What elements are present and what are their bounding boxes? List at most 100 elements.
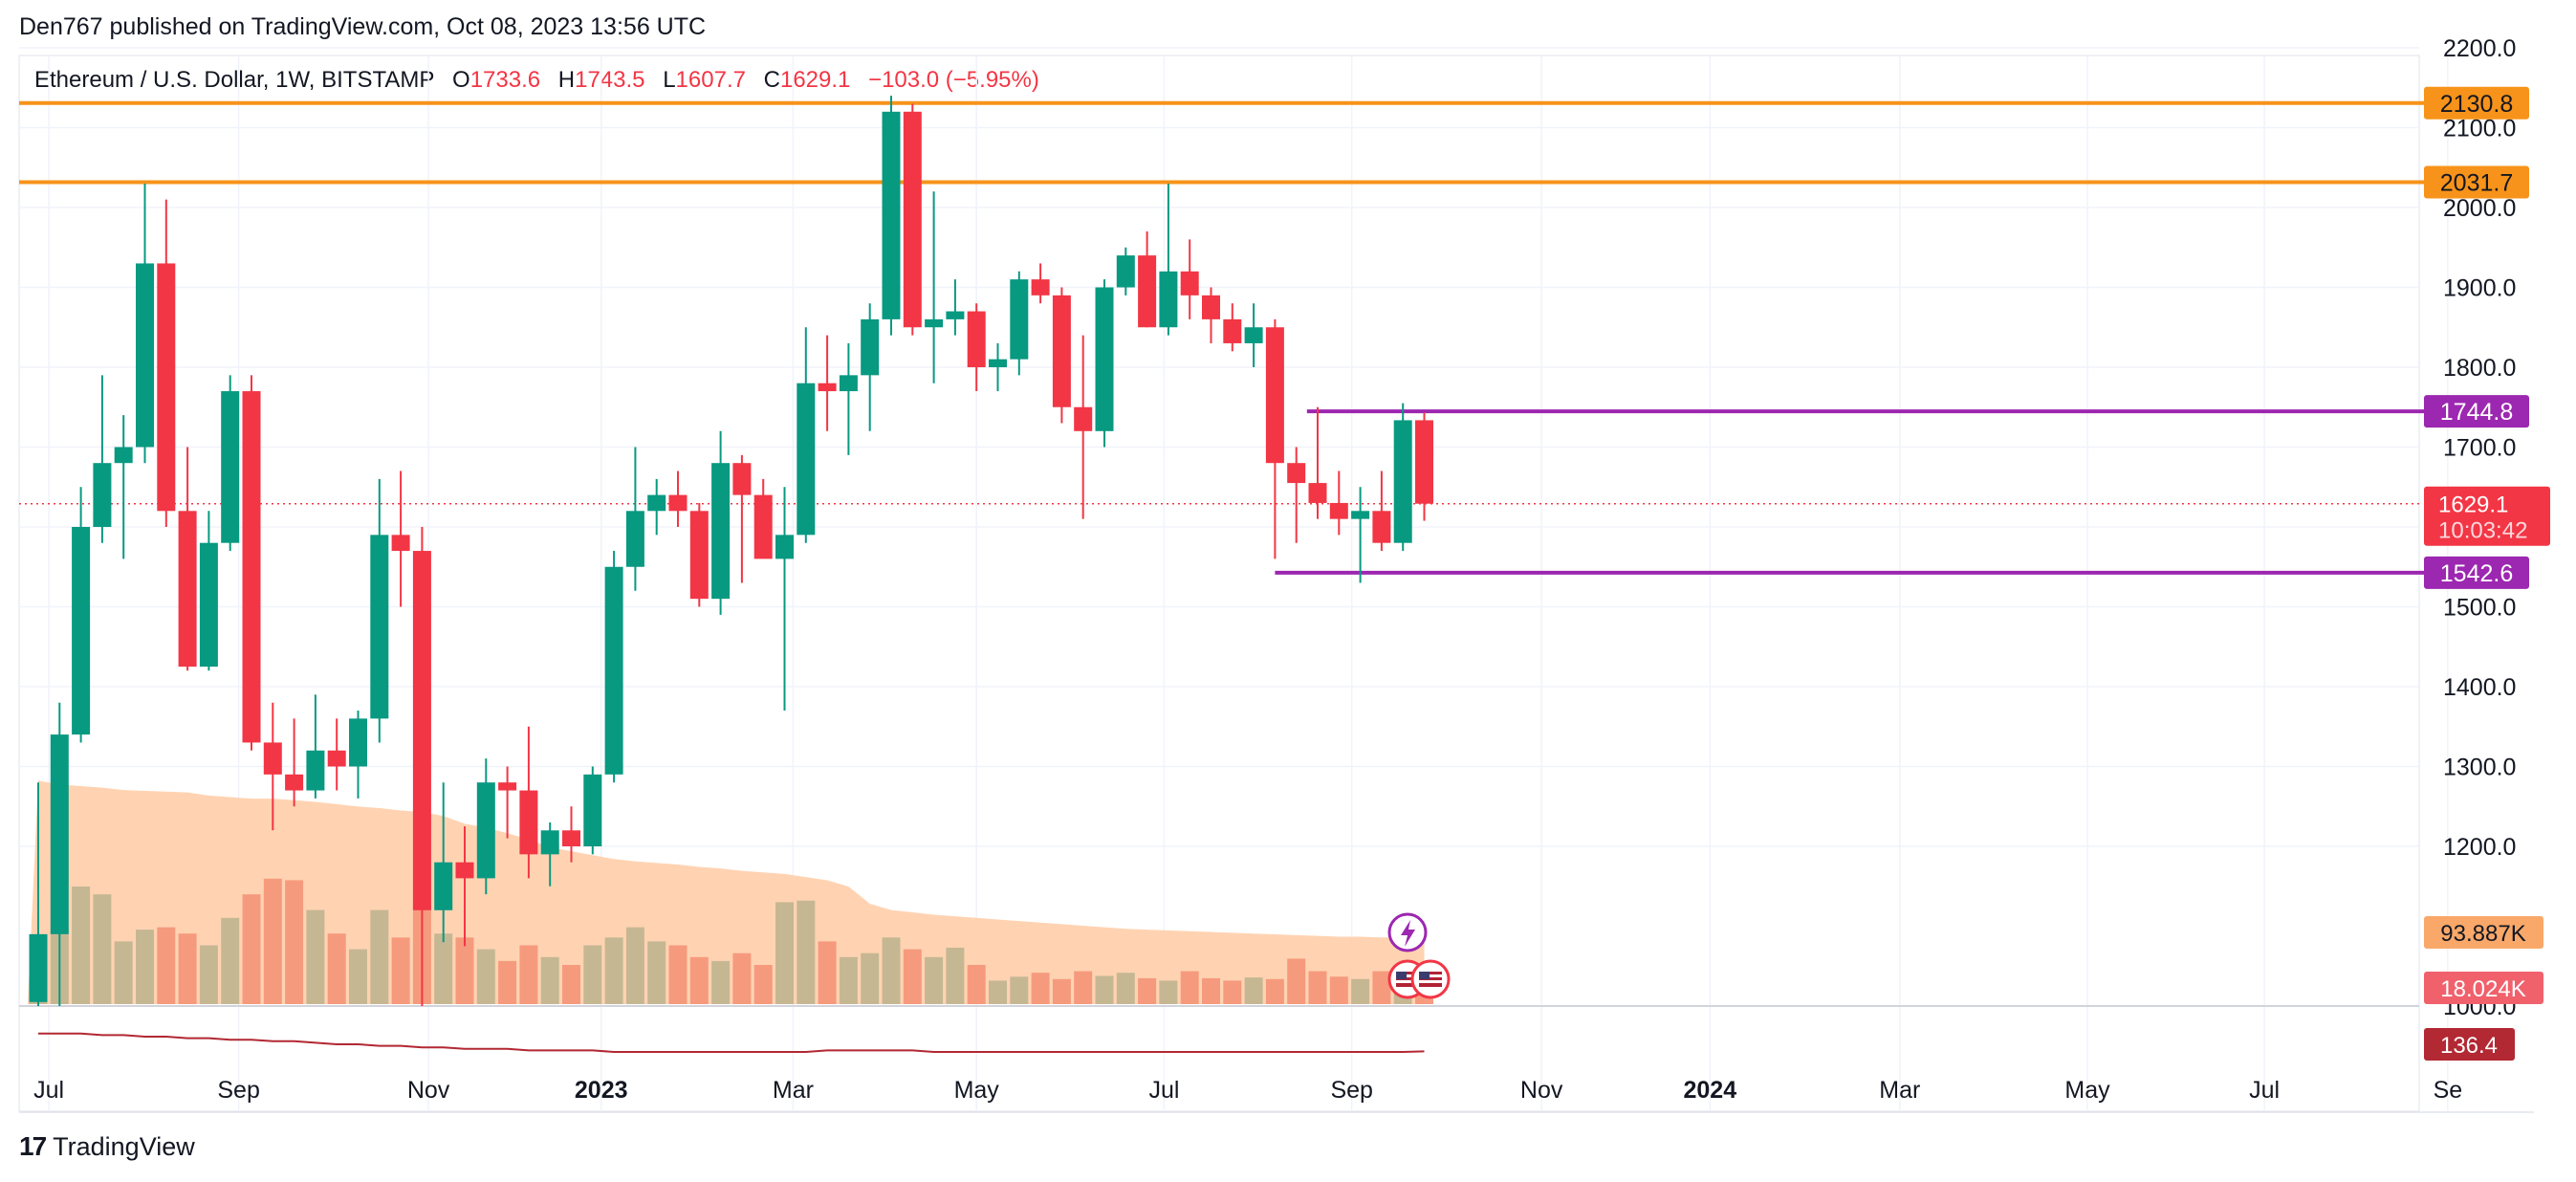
candle-body — [1010, 279, 1029, 360]
low-label: L — [663, 67, 676, 93]
volume-bar — [1287, 958, 1306, 1004]
range-bottom-tag: 1542.6 — [2440, 560, 2513, 587]
tradingview-brand[interactable]: 17 TradingView — [19, 1131, 195, 1162]
volume-bar — [285, 880, 304, 1004]
range-top-tag: 1744.8 — [2440, 399, 2513, 426]
open-value: 1733.6 — [469, 67, 541, 93]
volume-bar — [263, 878, 282, 1004]
candle-body — [455, 862, 474, 879]
flag-canton — [1419, 972, 1430, 979]
event-markers — [1387, 912, 1451, 999]
candle-body — [946, 311, 965, 319]
volume-bar — [1223, 980, 1242, 1004]
candle-body — [1329, 502, 1348, 519]
candle-body — [967, 311, 986, 367]
resistance-tag-2031: 2031.7 — [2440, 170, 2513, 197]
countdown-tag: 10:03:42 — [2438, 518, 2527, 544]
volume-bar — [711, 960, 731, 1004]
flag-stripe-white — [1419, 980, 1442, 983]
volume-bar — [1095, 975, 1114, 1004]
close-label: C — [763, 67, 780, 93]
candle-body — [263, 742, 282, 775]
candle-body — [689, 511, 709, 600]
candle-body — [1244, 327, 1263, 343]
candle-body — [391, 535, 410, 552]
y-tick-label: 1800.0 — [2443, 355, 2516, 382]
volume-bar — [1244, 977, 1263, 1004]
volume-bar — [498, 960, 517, 1004]
volume-bar — [604, 937, 623, 1004]
volume-bar — [1202, 977, 1220, 1004]
candle-body — [625, 511, 644, 567]
volume-bar — [455, 937, 474, 1004]
volume-bar — [434, 933, 453, 1004]
volume-bar — [327, 933, 346, 1004]
candles — [29, 96, 1433, 1006]
candle-body — [1180, 271, 1199, 296]
volume-bar — [583, 945, 602, 1004]
x-tick-label: 2024 — [1684, 1077, 1737, 1104]
volume-bar — [178, 933, 197, 1004]
volume-bar — [797, 900, 816, 1004]
volume-last-tag-bg — [2424, 972, 2543, 1004]
candle-body — [72, 527, 91, 735]
x-tick-label: Jul — [33, 1077, 64, 1104]
volume-bar — [136, 930, 154, 1004]
candle-body — [1095, 287, 1114, 431]
candle-body — [285, 774, 304, 791]
volume-bar — [1116, 973, 1135, 1004]
resistance-tag-2130: 2130.8 — [2440, 91, 2513, 118]
candle-body — [583, 774, 602, 846]
symbol-name[interactable]: Ethereum / U.S. Dollar, 1W, BITSTAMP — [34, 67, 435, 93]
price-tags: 2130.8 2031.7 1744.8 1542.6 1629.110:03:42 93… — [2424, 86, 2550, 1061]
volume-bar — [753, 965, 773, 1004]
candle-body — [797, 383, 816, 536]
volume-bar — [519, 945, 538, 1004]
candle-body — [370, 535, 389, 719]
volume-bar — [625, 927, 644, 1004]
volume-bar — [157, 927, 176, 1004]
candle-body — [412, 551, 431, 910]
flag-canton — [1396, 972, 1407, 979]
volume-bar — [476, 949, 495, 1004]
candle-body — [753, 494, 773, 559]
x-tick-label: May — [2064, 1077, 2110, 1104]
volume-bar — [818, 941, 837, 1004]
candle-body — [903, 111, 922, 328]
candle-body — [519, 790, 538, 855]
volume-bar — [1351, 978, 1370, 1004]
volume-ma-tag-bg — [2424, 916, 2543, 949]
candle-body — [50, 734, 69, 934]
volume-bar — [242, 894, 261, 1004]
candle-body — [1202, 295, 1220, 319]
volume-last-tag: 18.024K — [2440, 976, 2525, 1002]
candle-body — [711, 463, 731, 600]
volume-bar — [1329, 976, 1348, 1004]
candle-body — [882, 111, 901, 319]
volume-bar — [925, 956, 944, 1004]
volume-ma-tag: 93.887K — [2440, 921, 2525, 947]
y-tick-label: 2200.0 — [2443, 35, 2516, 62]
volume-bar — [199, 945, 218, 1004]
y-tick-label: 1700.0 — [2443, 435, 2516, 462]
volume-bar — [306, 909, 325, 1004]
candle-body — [434, 862, 453, 910]
flag-stripe-white — [1396, 974, 1419, 977]
y-tick-label: 1900.0 — [2443, 275, 2516, 302]
candle-body — [562, 830, 580, 846]
x-tick-label: Nov — [1520, 1077, 1563, 1104]
volume-bar — [370, 909, 389, 1004]
volume-bar — [114, 941, 133, 1004]
candle-body — [668, 494, 688, 512]
volume-bar — [1159, 980, 1178, 1004]
candle-body — [1308, 483, 1327, 503]
volume-bar — [72, 886, 91, 1004]
resistance-tag-2130-bg — [2424, 86, 2529, 120]
volume-bar — [882, 937, 901, 1004]
volume-bar — [989, 980, 1007, 1004]
candle-body — [732, 463, 752, 495]
flag-stripe-white — [1396, 980, 1419, 983]
volume-bar — [1010, 976, 1029, 1004]
last-price-tag: 1629.1 — [2438, 492, 2508, 518]
